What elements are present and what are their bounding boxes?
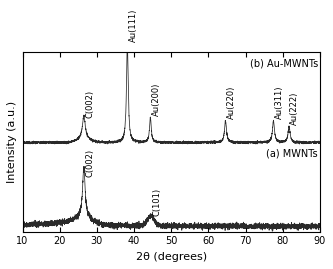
Text: (a) MWNTs: (a) MWNTs — [266, 149, 318, 159]
X-axis label: 2θ (degrees): 2θ (degrees) — [136, 252, 207, 262]
Text: Au(311): Au(311) — [275, 86, 284, 119]
Text: Au(222): Au(222) — [290, 91, 299, 125]
Text: C(002): C(002) — [86, 149, 95, 177]
Text: C(002): C(002) — [86, 90, 95, 118]
Text: (b) Au-MWNTs: (b) Au-MWNTs — [250, 58, 318, 68]
Y-axis label: Intensity (a.u.): Intensity (a.u.) — [7, 101, 17, 183]
Text: Au(220): Au(220) — [227, 86, 236, 119]
Text: Au(111): Au(111) — [129, 8, 138, 42]
Text: Au(200): Au(200) — [152, 82, 161, 116]
Text: C(101): C(101) — [153, 188, 162, 216]
